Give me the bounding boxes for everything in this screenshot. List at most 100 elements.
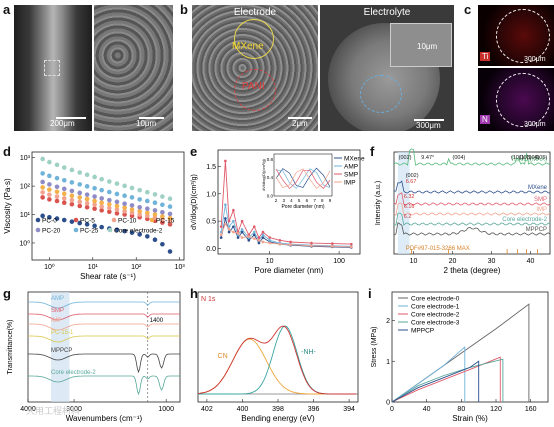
ti-label: Ti [480, 52, 491, 61]
x-tick-label: 400 [237, 406, 249, 413]
series-line [391, 360, 480, 403]
y-tick-label: 10² [20, 184, 31, 191]
sem-image-electrolyte: Electrolyte 10μm 300μm [320, 5, 454, 131]
series-label: AMP [51, 296, 64, 302]
data-point [54, 216, 60, 221]
ftir-chart: 1400 4000 3000 1000 Wavenumbers (cm⁻¹) Transm… [7, 291, 181, 423]
inset-x-tick-label: 5 [298, 198, 301, 203]
data-point [160, 241, 165, 247]
inset-y-tick-label: 0.8 [267, 157, 274, 162]
data-point [84, 184, 90, 189]
zoom-box [44, 60, 60, 76]
data-point [99, 208, 104, 213]
peak-annotation: 6.2 [404, 214, 412, 220]
legend-marker [111, 217, 117, 223]
data-point [261, 233, 265, 237]
peak-annotation: (104) [527, 155, 540, 161]
data-point [114, 227, 120, 233]
inset-x-tick-label: 7 [313, 198, 316, 203]
x-tick-label: 402 [201, 406, 213, 413]
data-point [160, 202, 165, 208]
series-line [393, 222, 551, 236]
data-point [160, 209, 165, 215]
data-point [107, 205, 112, 211]
x-tick-label: 10 [266, 258, 274, 265]
data-point [69, 180, 75, 185]
data-point [47, 214, 52, 220]
data-point [227, 219, 231, 223]
data-point [261, 236, 265, 239]
data-point [232, 230, 235, 234]
stress-strain-chart: 0 40 80 120 160 0 1 2 Strain (%) Stress (MPa) Core… [371, 291, 549, 423]
data-point [129, 207, 135, 212]
inset-x-tick-label: 8 [321, 198, 324, 203]
panel-label-e: e [190, 144, 198, 159]
x-tick-label: 10¹ [88, 264, 99, 271]
data-point [99, 187, 104, 193]
series-label: SMP [534, 197, 547, 203]
data-point [160, 220, 165, 225]
data-point [61, 186, 67, 192]
xrd-chart: 10 20 30 40 2 theta (degree) Intensity (a.u.)… [375, 148, 551, 275]
reference-label: PDF#97-015-3266 MAX [406, 246, 470, 252]
series-line [393, 212, 551, 226]
y-axis-label: dV/dlog(D)(cm³/g) [191, 174, 198, 230]
panel-label-f: f [370, 144, 375, 159]
series-line [220, 204, 352, 247]
y-axis-label: Transmittance(%) [7, 320, 14, 375]
data-point [61, 178, 67, 183]
data-point [114, 203, 120, 209]
y-tick-label: 1.0 [206, 191, 216, 198]
legend-label: MXene [344, 156, 365, 163]
series-line [28, 335, 180, 343]
peak-label-cn: CN [218, 353, 228, 360]
data-point [69, 167, 75, 173]
panel-e: e 10 100 0.0 0.5 1.0 1.5 Pore diameter (nm) dV/… [186, 142, 366, 282]
peak-label-nh: -NH- [301, 349, 316, 356]
series-label: IMP [536, 207, 547, 213]
y-tick-label: 10¹ [20, 212, 31, 219]
legend-marker [73, 227, 79, 233]
peak-annotation: (004) [453, 155, 466, 161]
data-point [54, 198, 60, 204]
data-point [160, 214, 165, 219]
data-point [129, 203, 135, 208]
data-point [278, 242, 282, 246]
panel-i: i 0 40 80 120 160 0 1 2 Strain (%) Stress (MPa) Co… [364, 284, 554, 427]
data-point [350, 245, 353, 249]
data-point [247, 235, 251, 238]
data-point [54, 175, 60, 181]
data-point [40, 190, 45, 195]
series-line [391, 356, 501, 403]
x-tick-label: 120 [490, 406, 502, 413]
legend-marker [35, 227, 41, 233]
data-point [92, 206, 97, 212]
series-label: Ti₃AlC₂(MAX) [511, 157, 547, 163]
data-point [107, 209, 112, 215]
data-point [92, 223, 97, 229]
panel-label-g: g [3, 286, 11, 301]
y-tick-label: 0 [386, 400, 390, 407]
legend-label: IMP [344, 180, 356, 187]
series-line [393, 192, 551, 206]
legend-label: PC-10 [118, 218, 137, 225]
data-point [122, 228, 127, 234]
data-point [92, 202, 97, 208]
scale-bar [56, 117, 86, 119]
eds-circle [496, 73, 550, 127]
data-point [40, 156, 45, 162]
data-point [40, 171, 45, 176]
data-point [61, 196, 67, 201]
x-tick-label: 10⁰ [44, 263, 55, 271]
data-point [84, 200, 90, 206]
legend-label: Core electrode-2 [114, 228, 163, 235]
viscosity-chart: 10⁰ 10¹ 10² 10³ 10⁰ 10¹ 10² 10³ Shear rate (s⁻¹)… [3, 151, 185, 281]
data-point [122, 183, 127, 189]
series-line [394, 180, 551, 194]
scale-label: 300μm [524, 121, 546, 128]
chart-title: N 1s [201, 296, 216, 303]
panel-c: c Ti 300μm N 300μm [458, 0, 554, 138]
data-point [99, 224, 104, 230]
data-point [40, 195, 45, 200]
data-point [137, 232, 142, 237]
